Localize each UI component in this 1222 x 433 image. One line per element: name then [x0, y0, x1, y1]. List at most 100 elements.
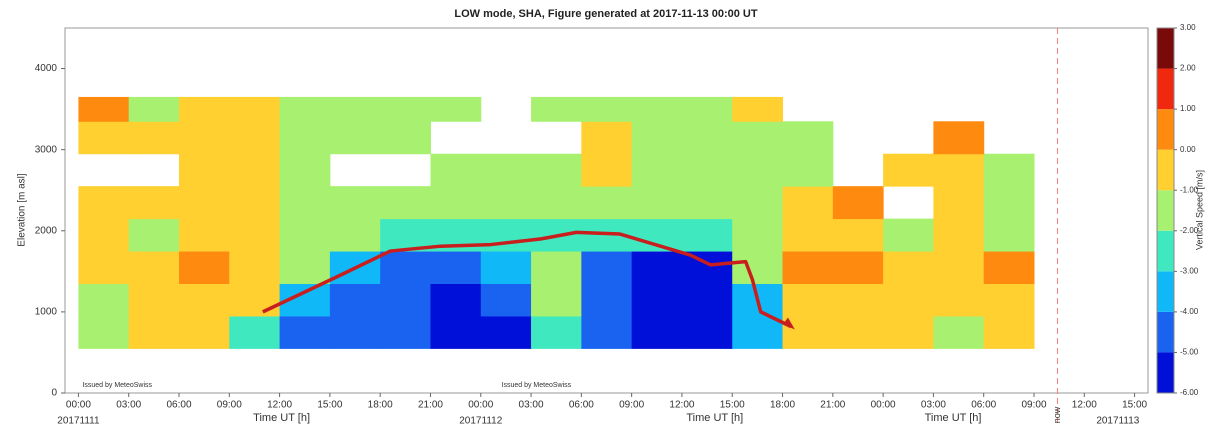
heatmap-cell: [832, 186, 884, 220]
heatmap-cell: [782, 315, 834, 349]
heatmap-cell: [229, 121, 281, 155]
colorbar-tick-label: 0.00: [1180, 145, 1196, 154]
x-tick-label: 06:00: [569, 400, 594, 411]
heatmap-cell: [832, 283, 884, 317]
heatmap-cell: [832, 315, 884, 349]
heatmap-cell: [883, 315, 934, 349]
heatmap-cell: [581, 315, 633, 349]
heatmap-cell: [480, 315, 532, 349]
x-axis-label: Time UT [h]: [925, 412, 982, 424]
heatmap-cell: [681, 186, 733, 220]
heatmap-cell: [329, 315, 381, 349]
heatmap-cell: [631, 153, 683, 187]
x-tick-label: 12:00: [1072, 400, 1097, 411]
heatmap-cell: [883, 283, 934, 317]
heatmap-cell: [329, 218, 381, 252]
heatmap-cell: [732, 153, 784, 187]
heatmap-cell: [179, 315, 230, 349]
heatmap-cell: [581, 251, 633, 284]
heatmap-cell: [380, 218, 431, 252]
heatmap-cell: [883, 218, 934, 252]
heatmap-cell: [681, 121, 733, 155]
heatmap-cell: [983, 251, 1035, 284]
colorbar-segment: [1157, 149, 1174, 191]
heatmap-cell: [933, 186, 985, 220]
x-tick-label: 21:00: [418, 400, 443, 411]
heatmap-cell: [329, 121, 381, 155]
x-tick-label: 03:00: [519, 400, 544, 411]
heatmap-cell: [933, 121, 985, 155]
heatmap-cell: [229, 96, 281, 122]
heatmap-cell: [229, 153, 281, 187]
heatmap-cell: [782, 251, 834, 284]
heatmap-cell: [983, 283, 1035, 317]
heatmap-cell: [78, 96, 130, 122]
heatmap-cell: [229, 283, 281, 317]
heatmap-cell: [380, 251, 431, 284]
heatmap-cell: [983, 218, 1035, 252]
heatmap-cell: [430, 315, 482, 349]
heatmap-cell: [279, 153, 331, 187]
heatmap-cell: [631, 251, 683, 284]
heatmap-cell: [128, 96, 180, 122]
colorbar-tick-label: -1.00: [1180, 185, 1199, 194]
colorbar-frame: [1156, 27, 1175, 394]
x-tick-label: 03:00: [921, 400, 946, 411]
heatmap-cell: [933, 315, 985, 349]
heatmap-cell: [933, 153, 985, 187]
heatmap-cell: [883, 153, 934, 187]
heatmap-cell: [933, 218, 985, 252]
heatmap-cell: [681, 218, 733, 252]
x-tick-label: 09:00: [1021, 400, 1046, 411]
heatmap-cell: [279, 251, 331, 284]
x-tick-label: 09:00: [217, 400, 242, 411]
heatmap-cell: [430, 251, 482, 284]
overlay-line: [262, 230, 792, 329]
heatmap-cell: [480, 218, 532, 252]
colorbar-segment: [1157, 352, 1174, 393]
heatmap-cell: [179, 96, 230, 122]
y-axis-label: Elevation [m asl]: [17, 173, 28, 247]
heatmap-cell: [581, 121, 633, 155]
heatmap-cell: [631, 121, 683, 155]
x-tick-label: 03:00: [116, 400, 141, 411]
heatmap-cell: [531, 283, 582, 317]
x-axis-label: Time UT [h]: [686, 412, 743, 424]
colorbar-segment: [1157, 230, 1174, 272]
heatmap-cell: [480, 186, 532, 220]
heatmap-cell: [279, 121, 331, 155]
colorbar-segment: [1157, 190, 1174, 231]
colorbar-segment: [1157, 68, 1174, 110]
x-tick-label: 00:00: [66, 400, 91, 411]
x-tick-label: 15:00: [720, 400, 745, 411]
y-tick-label: 3000: [35, 144, 58, 155]
x-tick-label: 18:00: [368, 400, 393, 411]
heatmap-cell: [681, 96, 733, 122]
overlay-arrowhead: [782, 317, 795, 330]
heatmap-cell: [179, 283, 230, 317]
heatmap-cell: [631, 96, 683, 122]
x-tick-label: 06:00: [971, 400, 996, 411]
heatmap-cell: [78, 121, 130, 155]
heatmap-cell: [933, 283, 985, 317]
plot-frame: [64, 27, 1149, 394]
heatmap-cell: [380, 283, 431, 317]
x-tick-label: 15:00: [1122, 400, 1147, 411]
heatmap-cell: [732, 315, 784, 349]
heatmap-cell: [279, 96, 331, 122]
colorbar-tick-label: -5.00: [1180, 348, 1199, 357]
heatmap-cell: [732, 218, 784, 252]
date-label: 20171112: [459, 416, 502, 427]
heatmap-cell: [581, 153, 633, 187]
heatmap-cell: [179, 251, 230, 284]
heatmap-cell: [78, 315, 130, 349]
heatmap-cell: [78, 251, 130, 284]
heatmap-cell: [883, 251, 934, 284]
x-tick-label: 00:00: [468, 400, 493, 411]
heatmap-cell: [933, 251, 985, 284]
heatmap-cell: [128, 283, 180, 317]
heatmap-cell: [480, 283, 532, 317]
heatmap-cell: [782, 186, 834, 220]
heatmap-cell: [78, 283, 130, 317]
heatmap-cell: [581, 96, 633, 122]
